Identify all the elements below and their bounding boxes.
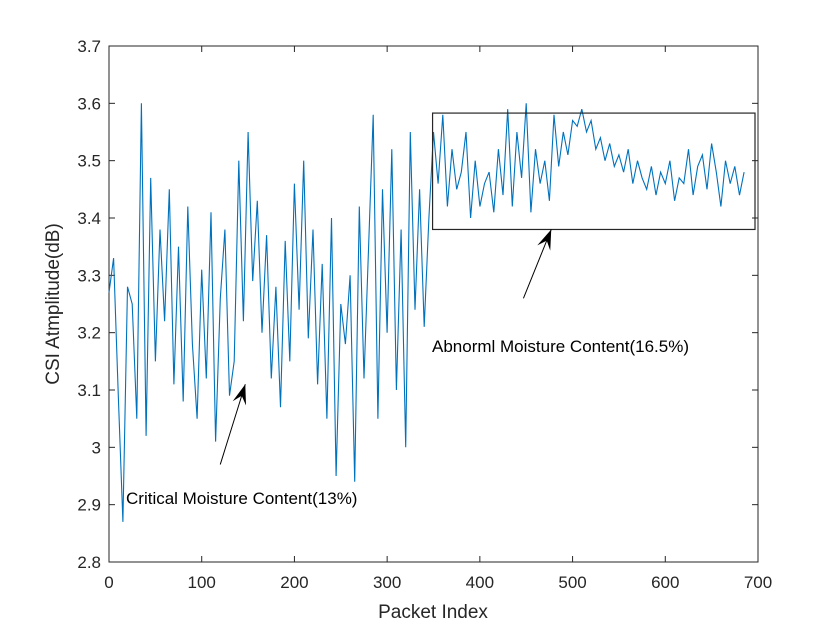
plot-area bbox=[108, 45, 759, 563]
x-axis-ticks: 0 100 200 300 400 500 600 700 bbox=[104, 46, 772, 592]
y-tick-label: 3.3 bbox=[77, 266, 101, 285]
x-tick-label: 0 bbox=[104, 573, 113, 592]
annotations: Critical Moisture Content(13%) Abnorml Mo… bbox=[126, 229, 689, 508]
y-tick-label: 3 bbox=[92, 438, 101, 457]
annotation-label: Abnorml Moisture Content(16.5%) bbox=[432, 337, 689, 356]
x-tick-label: 600 bbox=[651, 573, 679, 592]
annotation-arrow-line bbox=[219, 384, 246, 465]
annotation-arrow-line bbox=[522, 229, 552, 299]
y-tick-label: 2.9 bbox=[77, 496, 101, 515]
y-tick-label: 3.1 bbox=[77, 381, 101, 400]
y-tick-label: 3.2 bbox=[77, 324, 101, 343]
x-tick-label: 400 bbox=[466, 573, 494, 592]
abnormal-region-box bbox=[431, 112, 756, 231]
x-tick-label: 300 bbox=[373, 573, 401, 592]
annotation-arrow-head bbox=[232, 384, 247, 406]
y-tick-label: 3.4 bbox=[77, 209, 101, 228]
x-tick-label: 200 bbox=[280, 573, 308, 592]
csi-amplitude-series-line bbox=[108, 103, 745, 522]
x-tick-label: 500 bbox=[558, 573, 586, 592]
y-tick-label: 3.5 bbox=[77, 152, 101, 171]
annotation-arrow-head bbox=[537, 229, 552, 251]
x-tick-label: 100 bbox=[188, 573, 216, 592]
y-tick-label: 3.7 bbox=[77, 37, 101, 56]
x-tick-label: 700 bbox=[744, 573, 772, 592]
y-axis-title: CSI Atmplitude(dB) bbox=[43, 223, 64, 385]
y-tick-label: 2.8 bbox=[77, 553, 101, 572]
annotation-label: Critical Moisture Content(13%) bbox=[126, 489, 357, 508]
x-axis-title: Packet Index bbox=[378, 602, 488, 623]
y-tick-label: 3.6 bbox=[77, 94, 101, 113]
y-axis-ticks: 2.8 2.9 3 3.1 3.2 3.3 3.4 3.5 3.6 3.7 bbox=[77, 37, 758, 572]
